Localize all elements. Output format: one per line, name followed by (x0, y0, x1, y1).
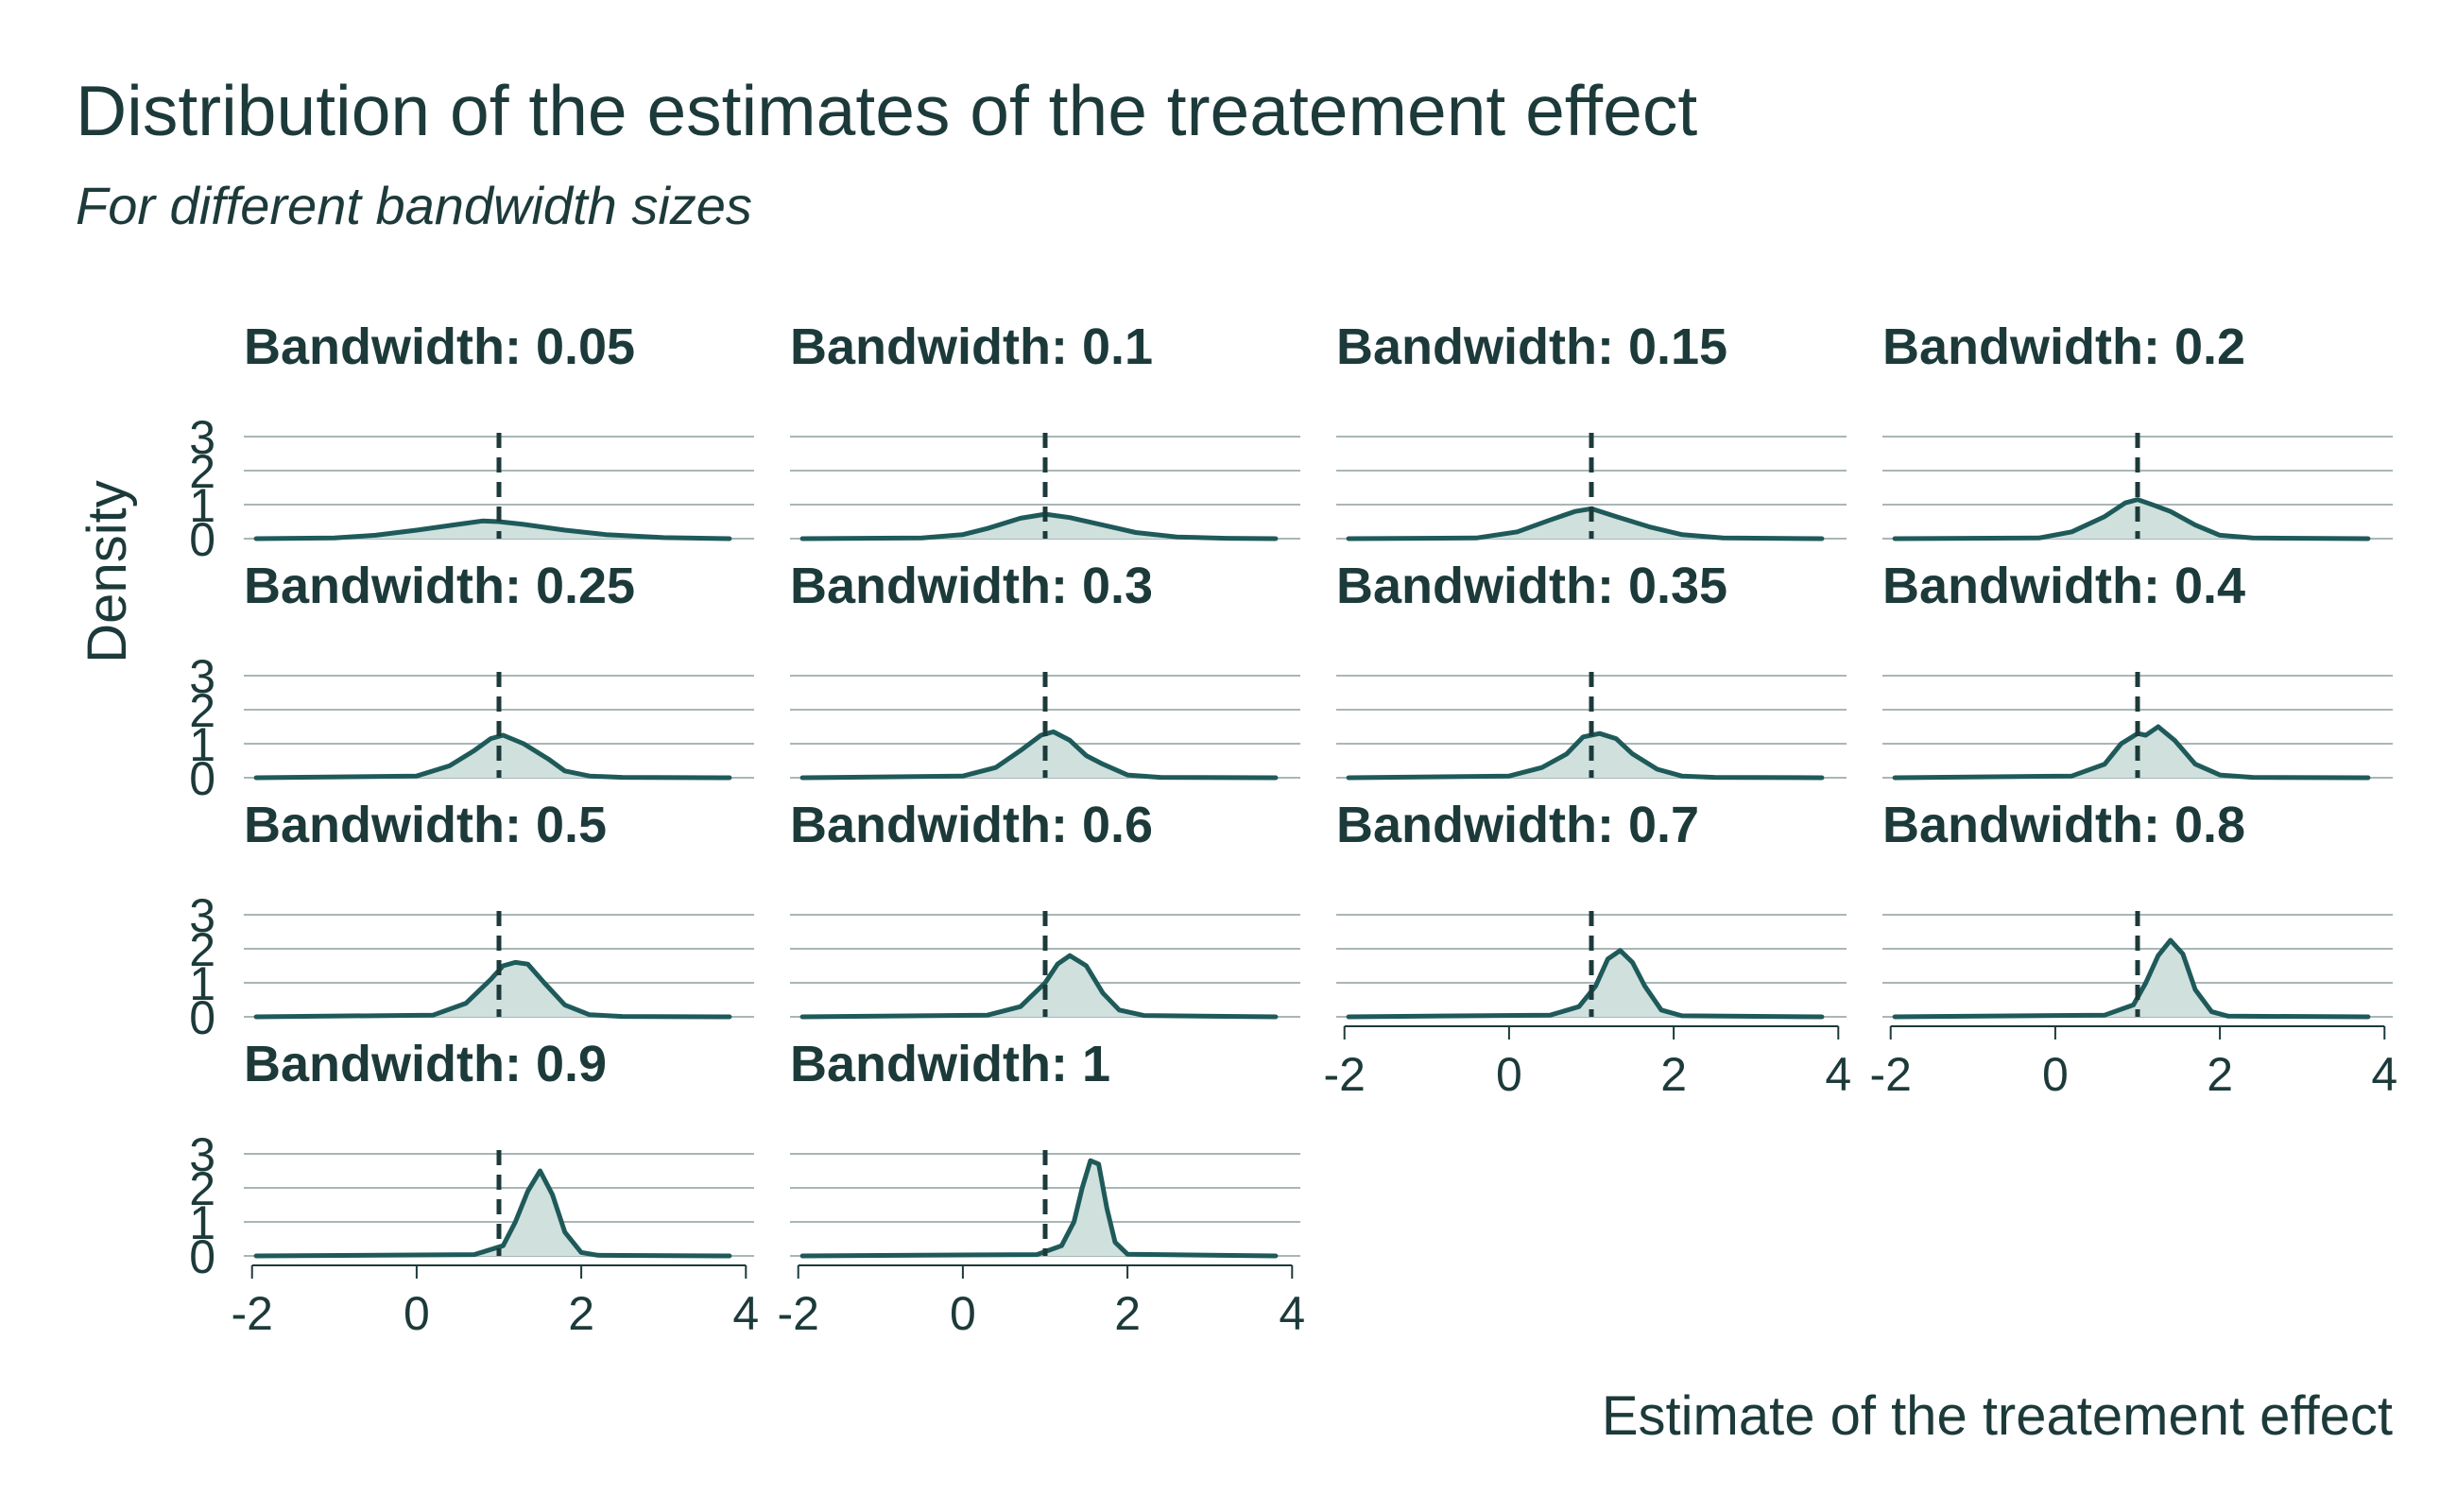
facet-strip-label: Bandwidth: 0.35 (1336, 558, 1727, 614)
facet-strip-label: Bandwidth: 0.9 (244, 1036, 607, 1092)
facet-panel: Bandwidth: 0.3 (790, 558, 1300, 781)
y-tick-label: 3 (189, 650, 215, 703)
density-line (1892, 937, 2371, 1020)
y-tick-label: 1 (189, 479, 215, 532)
facet-panel: Bandwidth: 0.1 (790, 318, 1300, 541)
chart-title: Distribution of the estimates of the tre… (76, 71, 1697, 150)
x-tick-label: 4 (1279, 1287, 1305, 1340)
y-tick-label: 0 (189, 513, 215, 566)
x-tick-label: 0 (404, 1287, 430, 1340)
facet-panel: Bandwidth: 0.15 (1336, 318, 1847, 541)
density-area (256, 735, 730, 778)
x-tick-label: -2 (1869, 1048, 1911, 1101)
facet-strip-label: Bandwidth: 0.5 (244, 797, 607, 853)
x-tick-label: 4 (1825, 1048, 1851, 1101)
density-area (1349, 950, 1822, 1017)
y-tick-label: 3 (189, 889, 215, 942)
density-line (1346, 730, 1825, 781)
facet-strip-label: Bandwidth: 1 (790, 1036, 1110, 1092)
facet-strip-label: Bandwidth: 0.8 (1882, 797, 2245, 853)
x-tick-label: 4 (732, 1287, 759, 1340)
density-line (799, 1158, 1279, 1259)
density-line (253, 732, 732, 781)
density-area (1895, 499, 2368, 539)
density-line (1892, 724, 2371, 781)
y-tick-label: 3 (189, 411, 215, 464)
density-area (802, 1160, 1276, 1256)
x-tick-label: -2 (231, 1287, 272, 1340)
y-tick-label: 2 (189, 445, 215, 498)
x-tick-label: 2 (1114, 1287, 1141, 1340)
density-line (799, 511, 1279, 541)
y-tick-label: 3 (189, 1128, 215, 1181)
facet-strip-label: Bandwidth: 0.7 (1336, 797, 1699, 853)
density-area (802, 731, 1276, 778)
x-tick-label: 0 (1496, 1048, 1522, 1101)
y-tick-label: 0 (189, 1230, 215, 1283)
density-area (1349, 733, 1822, 778)
y-tick-label: 2 (189, 684, 215, 737)
y-axis-label: Density (77, 480, 138, 662)
facet-panel: Bandwidth: 1 -2 0 2 4 (777, 1036, 1305, 1340)
facet-panel: Bandwidth: 0.2 (1882, 318, 2393, 541)
x-tick-label: -2 (777, 1287, 818, 1340)
density-line (799, 953, 1279, 1020)
x-tick-label: 2 (1660, 1048, 1687, 1101)
density-line (799, 729, 1279, 781)
facet-strip-label: Bandwidth: 0.6 (790, 797, 1153, 853)
facet-strip-label: Bandwidth: 0.05 (244, 318, 635, 375)
density-area (256, 962, 730, 1017)
y-tick-label: 0 (189, 752, 215, 805)
density-area (1349, 508, 1822, 539)
facet-strip-label: Bandwidth: 0.2 (1882, 318, 2245, 375)
y-tick-label: 1 (189, 1196, 215, 1249)
facet-panel: Bandwidth: 0.7 -2 0 2 4 (1323, 797, 1851, 1101)
x-tick-label: 2 (568, 1287, 594, 1340)
density-area (256, 521, 730, 539)
x-tick-label: -2 (1323, 1048, 1365, 1101)
density-area (802, 514, 1276, 539)
facet-strip-label: Bandwidth: 0.4 (1882, 558, 2245, 614)
y-tick-label: 2 (189, 1162, 215, 1215)
x-tick-label: 4 (2371, 1048, 2397, 1101)
x-tick-label: 2 (2207, 1048, 2233, 1101)
x-tick-label: 0 (950, 1287, 976, 1340)
facet-strip-label: Bandwidth: 0.15 (1336, 318, 1727, 375)
density-line (253, 518, 732, 541)
facet-panel: Bandwidth: 0.35 (1336, 558, 1847, 781)
x-axis-label: Estimate of the treatement effect (1602, 1385, 2393, 1447)
facet-strip-label: Bandwidth: 0.3 (790, 558, 1153, 614)
facet-panel: Bandwidth: 0.8 -2 0 2 4 (1869, 797, 2397, 1101)
density-area (256, 1171, 730, 1256)
y-tick-label: 2 (189, 923, 215, 976)
y-tick-label: 1 (189, 718, 215, 771)
y-tick-label: 1 (189, 957, 215, 1010)
facet-strip-label: Bandwidth: 0.25 (244, 558, 635, 614)
facet-panel: Bandwidth: 0.4 (1882, 558, 2393, 781)
density-area (1895, 727, 2368, 778)
density-area (802, 955, 1276, 1017)
x-tick-label: 0 (2042, 1048, 2069, 1101)
y-tick-label: 0 (189, 991, 215, 1044)
chart-subtitle: For different bandwidth sizes (76, 176, 752, 235)
density-line (253, 959, 732, 1020)
facet-strip-label: Bandwidth: 0.1 (790, 318, 1153, 375)
density-line (1346, 948, 1825, 1020)
density-line (253, 1168, 732, 1259)
density-line (1892, 497, 2371, 541)
facet-panel: Bandwidth: 0.6 (790, 797, 1300, 1020)
